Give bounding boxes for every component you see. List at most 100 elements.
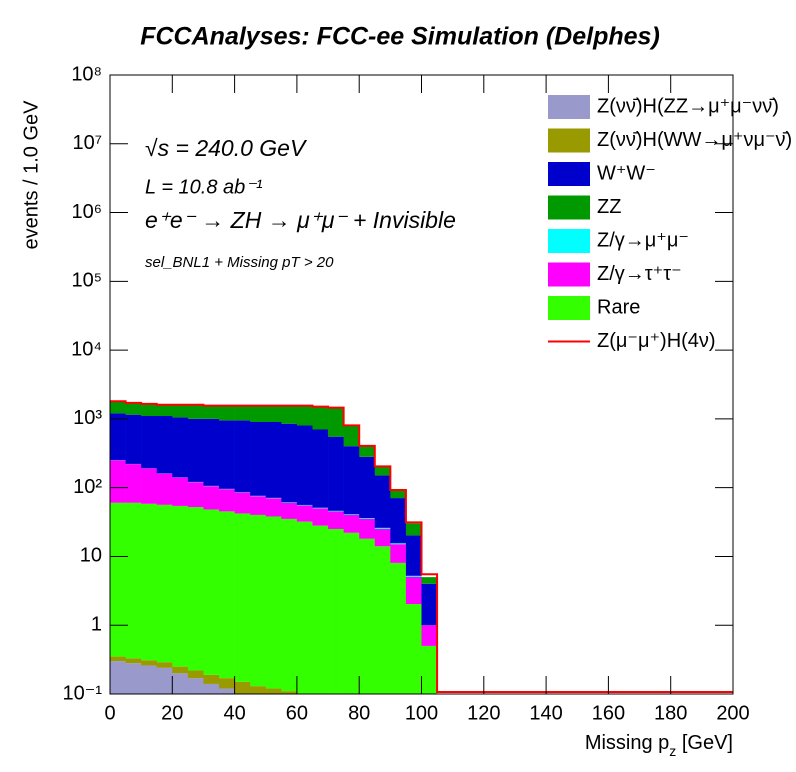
histogram-bar bbox=[281, 691, 298, 694]
histogram-bar bbox=[250, 514, 267, 687]
legend-label: Z(νν̄)H(ZZ→μ⁺μ⁻νν̄) bbox=[597, 95, 779, 117]
histogram-bar bbox=[265, 516, 282, 689]
histogram-bar bbox=[343, 532, 360, 694]
histogram-bar bbox=[219, 405, 235, 421]
histogram-bar bbox=[156, 404, 173, 417]
histogram-bar bbox=[219, 678, 235, 689]
histogram-bar bbox=[359, 456, 376, 519]
histogram-bar bbox=[312, 429, 329, 508]
y-tick-label: 10⁵ bbox=[71, 270, 102, 292]
histogram-bar bbox=[328, 436, 344, 511]
histogram-bar bbox=[265, 405, 282, 422]
histogram-bar bbox=[390, 490, 407, 499]
x-tick-label: 180 bbox=[654, 702, 687, 724]
legend-swatch bbox=[548, 229, 590, 253]
histogram-bar bbox=[281, 423, 298, 503]
histogram-bar bbox=[187, 507, 204, 671]
x-tick-label: 160 bbox=[592, 702, 625, 724]
histogram-bar bbox=[219, 489, 235, 512]
histogram-bar bbox=[110, 460, 126, 503]
annotation: e⁺e⁻ → ZH → μ⁺μ⁻ + Invisible bbox=[145, 207, 456, 233]
histogram-bar bbox=[265, 498, 282, 517]
y-tick-label: 10⁷ bbox=[73, 132, 102, 154]
annotation: L = 10.8 ab⁻¹ bbox=[145, 176, 263, 198]
x-tick-label: 140 bbox=[529, 702, 562, 724]
histogram-bar bbox=[421, 645, 438, 694]
histogram-bar bbox=[281, 518, 298, 692]
histogram-bar bbox=[141, 665, 158, 694]
legend-label: Rare bbox=[597, 296, 640, 318]
histogram-bar bbox=[374, 529, 391, 547]
histogram-bar bbox=[187, 404, 204, 419]
histogram-bar bbox=[405, 523, 422, 536]
histogram-bar bbox=[141, 403, 158, 417]
histogram-bar bbox=[405, 604, 422, 694]
histogram-bar bbox=[374, 546, 391, 694]
histogram-bar bbox=[172, 673, 189, 694]
histogram-bar bbox=[110, 413, 126, 461]
x-tick-label: 40 bbox=[223, 702, 245, 724]
histogram-bar bbox=[296, 521, 313, 694]
histogram-bar bbox=[141, 660, 158, 666]
legend-swatch bbox=[548, 162, 590, 186]
x-tick-label: 20 bbox=[161, 702, 183, 724]
x-tick-label: 60 bbox=[286, 702, 308, 724]
histogram-bar bbox=[234, 513, 251, 682]
histogram-bar bbox=[187, 482, 204, 508]
histogram-bar bbox=[296, 405, 313, 426]
histogram-bar bbox=[110, 656, 126, 662]
y-tick-label: 10³ bbox=[73, 407, 102, 429]
y-tick-label: 1 bbox=[91, 614, 102, 636]
histogram-bar bbox=[172, 666, 189, 674]
histogram-bar bbox=[156, 662, 173, 668]
histogram-bar bbox=[156, 473, 173, 505]
legend-swatch bbox=[548, 262, 590, 287]
histogram-bar bbox=[390, 543, 407, 545]
legend-label: Z/γ→τ⁺τ⁻ bbox=[597, 263, 682, 285]
histogram-bar bbox=[141, 468, 158, 504]
histogram-bar bbox=[110, 502, 126, 657]
histogram-bar bbox=[296, 425, 313, 505]
histogram-bar bbox=[390, 544, 407, 563]
histogram-bar bbox=[172, 477, 189, 506]
y-tick-label: 10 bbox=[80, 545, 102, 567]
histogram-bar bbox=[234, 681, 251, 694]
y-axis-label: events / 1.0 GeV bbox=[20, 100, 42, 250]
legend-swatch bbox=[548, 95, 590, 119]
histogram-bar bbox=[172, 505, 189, 667]
histogram-bar bbox=[359, 538, 376, 694]
histogram-bar bbox=[421, 625, 438, 646]
histogram-bar bbox=[187, 678, 204, 694]
histogram-bar bbox=[405, 535, 422, 576]
histogram-bar bbox=[187, 418, 204, 482]
legend-swatch bbox=[548, 296, 590, 320]
histogram-bar bbox=[141, 503, 158, 661]
histogram-bar bbox=[374, 475, 391, 528]
histogram-bar bbox=[405, 575, 422, 577]
histogram-bar bbox=[219, 420, 235, 489]
histogram-bar bbox=[203, 405, 220, 419]
x-axis-label: Missing pz [GeV] bbox=[585, 732, 733, 758]
histogram-bar bbox=[374, 527, 391, 530]
legend-label: ZZ bbox=[597, 196, 621, 218]
y-tick-label: 10⁻¹ bbox=[63, 682, 103, 704]
histogram-bar bbox=[405, 576, 422, 605]
y-tick-label: 10⁴ bbox=[71, 338, 102, 360]
legend-label: Z/γ→μ⁺μ⁻ bbox=[597, 229, 689, 251]
histogram-bar bbox=[265, 421, 282, 498]
legend-label: Z(μ⁻μ⁺)H(4ν) bbox=[597, 330, 716, 352]
histogram-bar bbox=[125, 502, 142, 659]
histogram-bar bbox=[312, 507, 329, 509]
histogram-bar bbox=[312, 406, 329, 430]
histogram-bar bbox=[203, 509, 220, 675]
histogram-bar bbox=[265, 688, 282, 694]
histogram-bar bbox=[343, 446, 360, 515]
legend-swatch bbox=[548, 195, 590, 220]
histogram-bar bbox=[296, 505, 313, 522]
histogram-bar bbox=[125, 663, 142, 694]
x-tick-label: 100 bbox=[405, 702, 438, 724]
histogram-bar bbox=[203, 486, 220, 510]
y-tick-label: 10⁶ bbox=[72, 201, 102, 223]
annotation: √s = 240.0 GeV bbox=[145, 135, 308, 161]
histogram-bar bbox=[203, 674, 220, 684]
